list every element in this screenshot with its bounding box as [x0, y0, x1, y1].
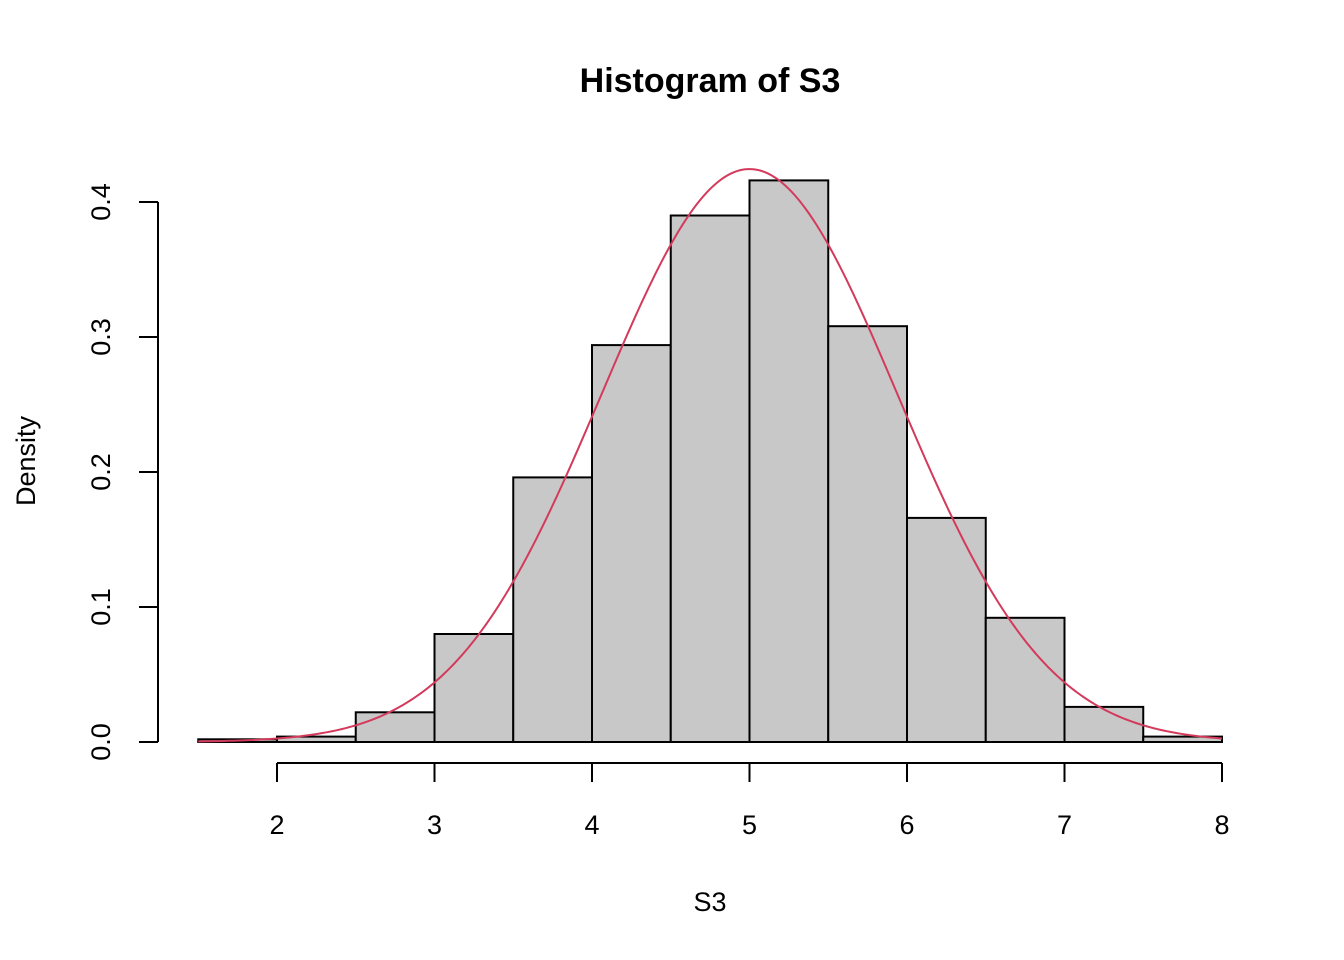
- histogram-bar-7: [748, 179, 830, 743]
- y-tick-label-0: 0.0: [86, 723, 116, 761]
- histogram-bar-4: [512, 476, 593, 743]
- y-tick-label-4: 0.4: [86, 183, 116, 221]
- x-tick-label-2: 4: [584, 810, 599, 840]
- x-tick-label-6: 8: [1214, 810, 1229, 840]
- y-axis-label: Density: [11, 415, 41, 506]
- x-tick-label-5: 7: [1057, 810, 1072, 840]
- histogram-bar-6: [669, 214, 751, 743]
- x-axis: 2 3 4 5 6 7 8: [269, 762, 1230, 840]
- histogram-bar-11: [1063, 705, 1145, 744]
- histogram-bar-5: [591, 344, 672, 743]
- x-tick-label-4: 6: [899, 810, 914, 840]
- x-tick-label-3: 5: [742, 810, 757, 840]
- y-axis: 0.0 0.1 0.2 0.3 0.4: [86, 183, 159, 761]
- histogram-bar-10: [984, 616, 1066, 743]
- x-tick-label-0: 2: [269, 810, 284, 840]
- histogram-bar-2: [354, 711, 436, 743]
- histogram-bar-3: [433, 633, 515, 743]
- y-tick-label-2: 0.2: [86, 453, 116, 491]
- histogram-bar-12: [1142, 735, 1223, 743]
- y-tick-label-3: 0.3: [86, 318, 116, 356]
- histogram-bar-8: [827, 325, 908, 743]
- histogram-bar-9: [906, 516, 987, 744]
- y-tick-label-1: 0.1: [86, 588, 116, 626]
- x-tick-label-1: 3: [427, 810, 442, 840]
- x-axis-label: S3: [693, 887, 726, 917]
- density-curve: [198, 168, 1223, 743]
- bars-group: [197, 179, 1223, 744]
- chart-title: Histogram of S3: [580, 62, 841, 100]
